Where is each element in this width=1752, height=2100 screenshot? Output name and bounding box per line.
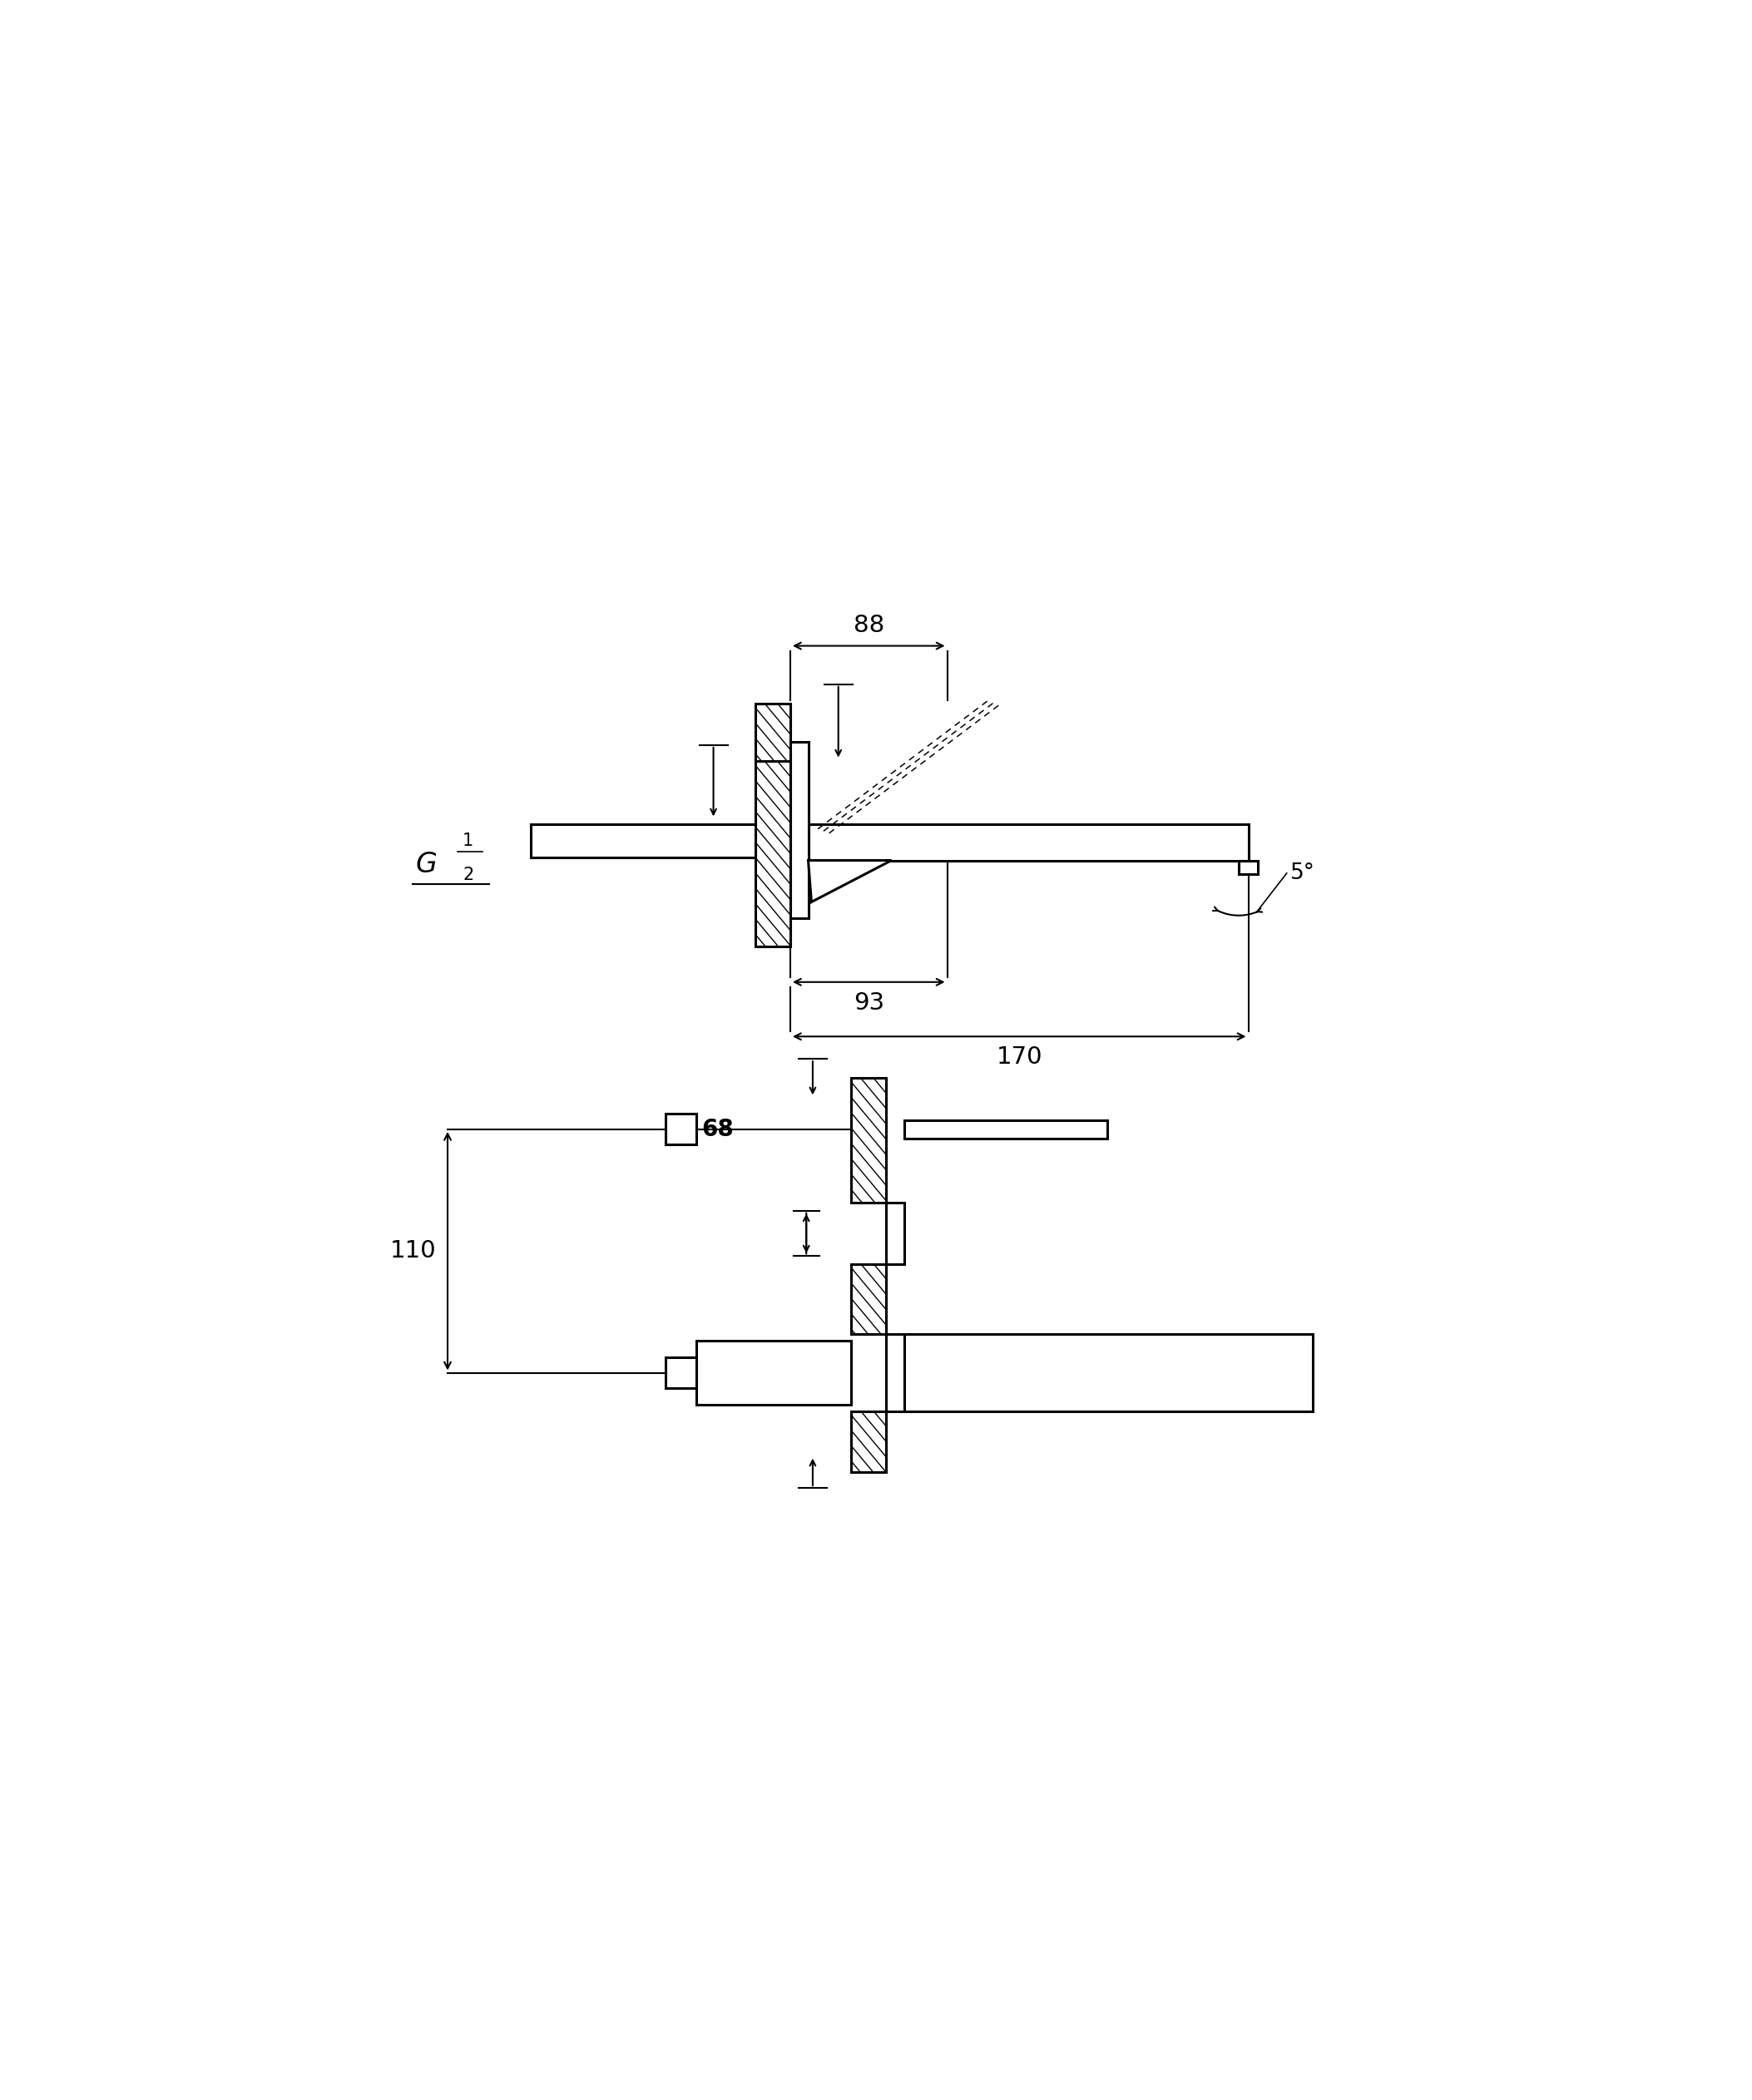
Text: 68: 68 [701, 1361, 734, 1384]
Text: 93: 93 [853, 991, 885, 1014]
Text: 88: 88 [853, 613, 885, 636]
Bar [666, 1113, 696, 1144]
Bar [851, 1077, 887, 1203]
Bar [887, 1203, 904, 1264]
Bar [666, 1357, 696, 1388]
Polygon shape [808, 861, 892, 903]
Bar [851, 1264, 887, 1334]
Bar [887, 1334, 904, 1411]
Bar [1239, 861, 1258, 874]
Bar [755, 760, 790, 947]
Bar [790, 741, 808, 918]
Bar [808, 823, 1247, 861]
Text: 5°: 5° [1289, 863, 1314, 884]
Bar [531, 825, 755, 857]
Text: 1: 1 [463, 834, 473, 850]
Bar [851, 1411, 887, 1472]
Text: 2: 2 [463, 867, 473, 884]
Text: 68: 68 [701, 1117, 734, 1140]
Bar [904, 1121, 1107, 1138]
Text: G: G [415, 850, 436, 878]
Text: 110: 110 [389, 1239, 436, 1262]
Bar [755, 704, 790, 760]
Bar [696, 1340, 851, 1405]
Text: 170: 170 [997, 1046, 1042, 1069]
Bar [904, 1334, 1312, 1411]
